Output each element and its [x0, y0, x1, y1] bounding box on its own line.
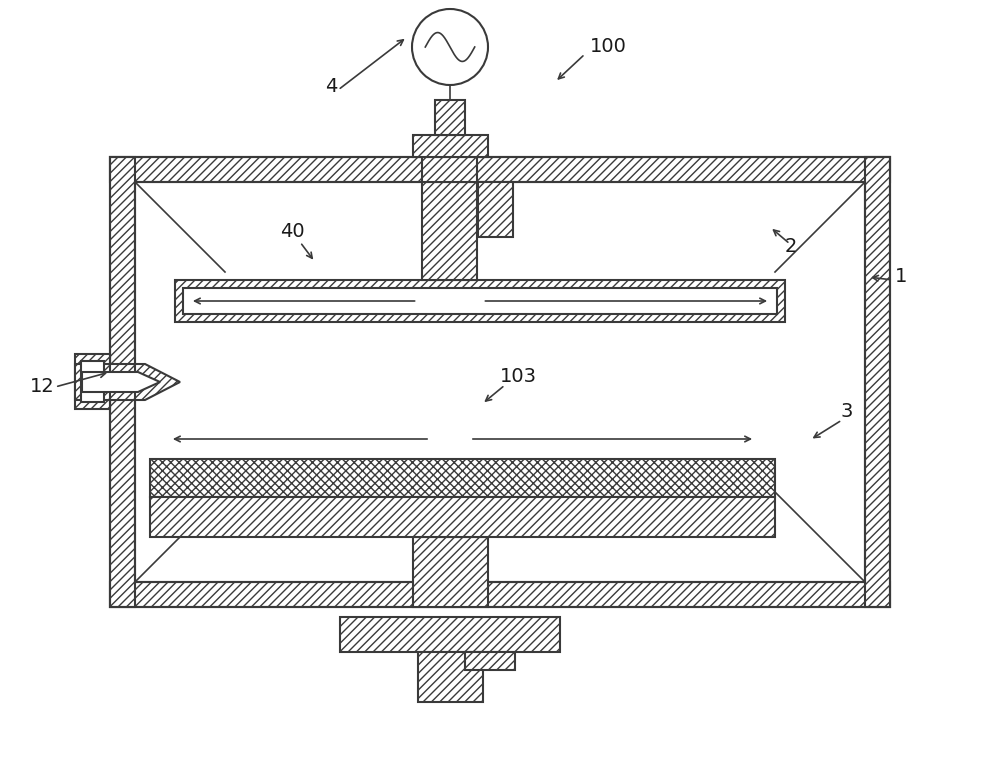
- Bar: [110, 157, 135, 607]
- Bar: [81, 361, 104, 402]
- Bar: [413, 135, 488, 157]
- Bar: [135, 182, 865, 582]
- Bar: [865, 157, 890, 607]
- Text: 103: 103: [500, 367, 537, 386]
- Bar: [413, 537, 488, 607]
- Bar: [422, 157, 478, 182]
- Bar: [465, 652, 515, 670]
- Bar: [478, 182, 512, 237]
- Bar: [150, 459, 775, 497]
- Text: 1: 1: [895, 267, 907, 286]
- Text: 2: 2: [785, 237, 797, 256]
- Text: 4: 4: [325, 77, 337, 96]
- Bar: [435, 100, 465, 135]
- Text: 3: 3: [840, 402, 852, 421]
- Text: 40: 40: [280, 222, 305, 241]
- Bar: [175, 280, 785, 322]
- Bar: [183, 288, 777, 314]
- Bar: [418, 652, 482, 702]
- Bar: [75, 354, 110, 409]
- Bar: [110, 157, 890, 607]
- Bar: [150, 497, 775, 537]
- Text: 100: 100: [590, 37, 627, 56]
- Bar: [110, 582, 890, 607]
- Polygon shape: [75, 364, 180, 400]
- Bar: [422, 182, 478, 280]
- Bar: [340, 617, 560, 652]
- Polygon shape: [82, 372, 160, 392]
- Text: 12: 12: [30, 377, 55, 396]
- Bar: [110, 157, 890, 182]
